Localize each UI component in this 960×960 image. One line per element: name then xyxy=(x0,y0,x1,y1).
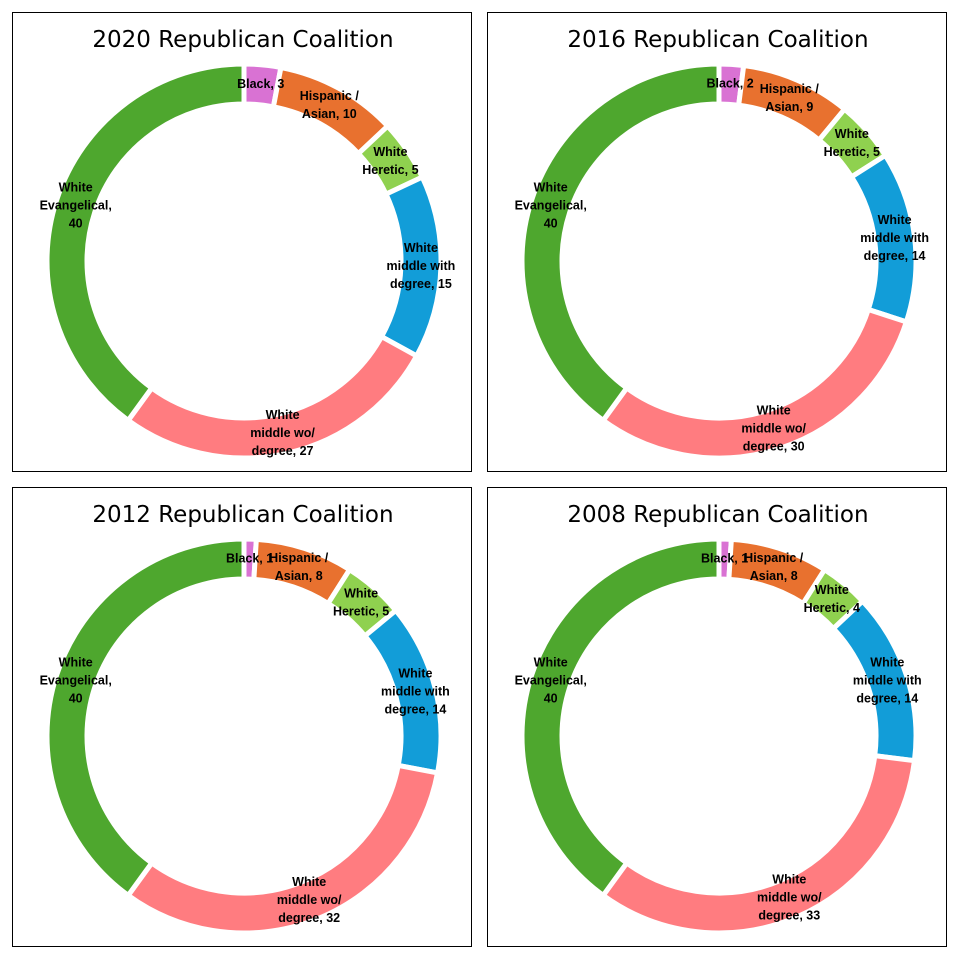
data-label-hispanic-asian: Hispanic / Asian, 9 xyxy=(760,82,820,114)
data-label-black: Black, 1 xyxy=(701,551,748,565)
data-label-white-middle-without-degree: White middle wo/degree, 32 xyxy=(277,875,342,925)
segment-white-evangelical xyxy=(44,536,247,899)
segment-white-evangelical xyxy=(519,61,722,424)
data-label-black: Black, 3 xyxy=(237,77,284,91)
chart-panel-2020: 2020 Republican Coalition Black, 3 Hispan… xyxy=(12,12,472,472)
segment-white-middle-without-degree xyxy=(599,752,918,936)
data-label-white-heretic: White Heretic, 5 xyxy=(362,145,418,177)
data-label-white-heretic: White Heretic, 5 xyxy=(824,127,880,159)
data-label-white-heretic: White Heretic, 5 xyxy=(333,586,389,618)
chart-panel-2012: 2012 Republican Coalition Black, 1 Hispan… xyxy=(12,487,472,947)
segment-white-evangelical xyxy=(44,61,247,424)
chart-title: 2012 Republican Coalition xyxy=(92,502,394,528)
data-label-white-evangelical: White Evangelical, 40 xyxy=(515,181,587,231)
data-label-white-middle-with-degree: White middle with degree, 14 xyxy=(381,666,450,716)
data-label-white-evangelical: White Evangelical, 40 xyxy=(40,656,112,706)
segment-white-evangelical xyxy=(519,536,722,899)
data-label-hispanic-asian: Hispanic / Asian, 10 xyxy=(300,89,360,121)
chart-title: 2008 Republican Coalition xyxy=(567,502,869,528)
data-label-white-middle-without-degree: White middle wo/degree, 27 xyxy=(250,408,315,458)
data-label-hispanic-asian: Hispanic / Asian, 8 xyxy=(269,551,329,583)
chart-panel-2008: 2008 Republican Coalition Black, 1 Hispan… xyxy=(487,487,947,947)
data-label-white-middle-with-degree: White middle with degree, 14 xyxy=(860,213,929,263)
segment-white-middle-without-degree xyxy=(599,306,910,461)
data-label-black: Black, 1 xyxy=(226,551,273,565)
data-label-white-middle-without-degree: White middle wo/degree, 33 xyxy=(757,873,822,923)
data-label-white-middle-with-degree: White middle with degree, 15 xyxy=(387,241,456,291)
data-label-hispanic-asian: Hispanic / Asian, 8 xyxy=(744,551,804,583)
data-label-white-middle-with-degree: White middle with degree, 14 xyxy=(853,656,922,706)
chart-title: 2016 Republican Coalition xyxy=(567,27,869,53)
data-label-black: Black, 2 xyxy=(706,77,753,91)
data-label-white-middle-without-degree: White middle wo/degree, 30 xyxy=(741,404,806,454)
chart-panel-2016: 2016 Republican Coalition Black, 2 Hispan… xyxy=(487,12,947,472)
chart-title: 2020 Republican Coalition xyxy=(92,27,394,53)
data-label-white-evangelical: White Evangelical, 40 xyxy=(40,181,112,231)
segment-white-middle-without-degree xyxy=(124,762,441,936)
data-label-white-evangelical: White Evangelical, 40 xyxy=(515,656,587,706)
data-label-white-heretic: White Heretic, 4 xyxy=(804,583,860,615)
